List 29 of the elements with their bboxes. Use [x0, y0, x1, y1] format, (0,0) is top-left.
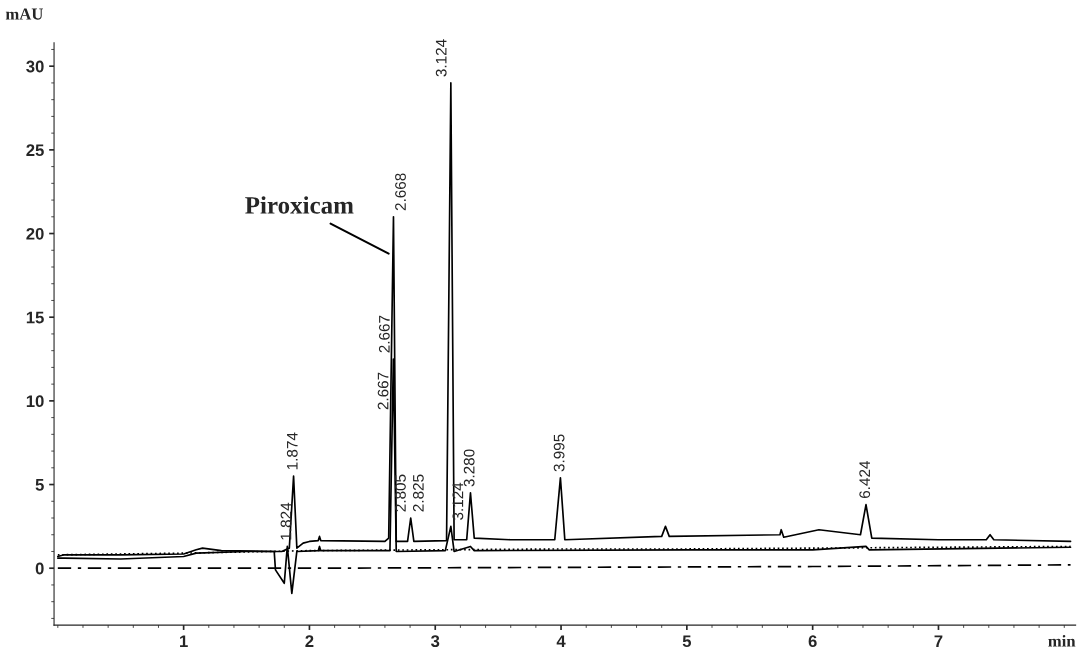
annotation: Piroxicam: [245, 196, 354, 214]
annotation: 1.874: [286, 432, 298, 470]
x-tick-label: 4: [556, 635, 566, 647]
y-axis-title: mAU: [5, 8, 43, 20]
annotation: 2.805: [395, 474, 406, 512]
annotation: 3.124: [435, 39, 447, 77]
annotation: 3.124: [452, 482, 464, 520]
y-tick-label: 15: [26, 311, 44, 324]
annotation: 3.280: [463, 449, 475, 487]
annotation: 3.995: [553, 434, 565, 472]
x-tick-label: 6: [808, 635, 817, 648]
x-tick-label: 7: [934, 635, 943, 647]
y-tick-label: 5: [35, 479, 44, 491]
annotation: 2.667: [377, 372, 389, 410]
x-tick-label: 3: [430, 635, 440, 648]
annotation: 6.424: [859, 460, 871, 498]
x-tick-label: 1: [180, 635, 188, 647]
annotation: 1.824: [280, 502, 292, 540]
y-tick-label: 0: [35, 562, 44, 575]
y-tick-label: 10: [26, 395, 44, 408]
y-tick-label: 25: [26, 144, 44, 157]
annotation: 2.825: [412, 474, 424, 512]
x-tick-label: 2: [305, 635, 314, 647]
y-tick-label: 30: [26, 60, 44, 73]
y-tick-label: 20: [26, 227, 44, 240]
annotation: 2.668: [395, 173, 406, 211]
annotation: 2.667: [378, 315, 390, 353]
x-tick-label: 5: [682, 635, 692, 648]
x-axis-title: min: [1048, 634, 1076, 647]
